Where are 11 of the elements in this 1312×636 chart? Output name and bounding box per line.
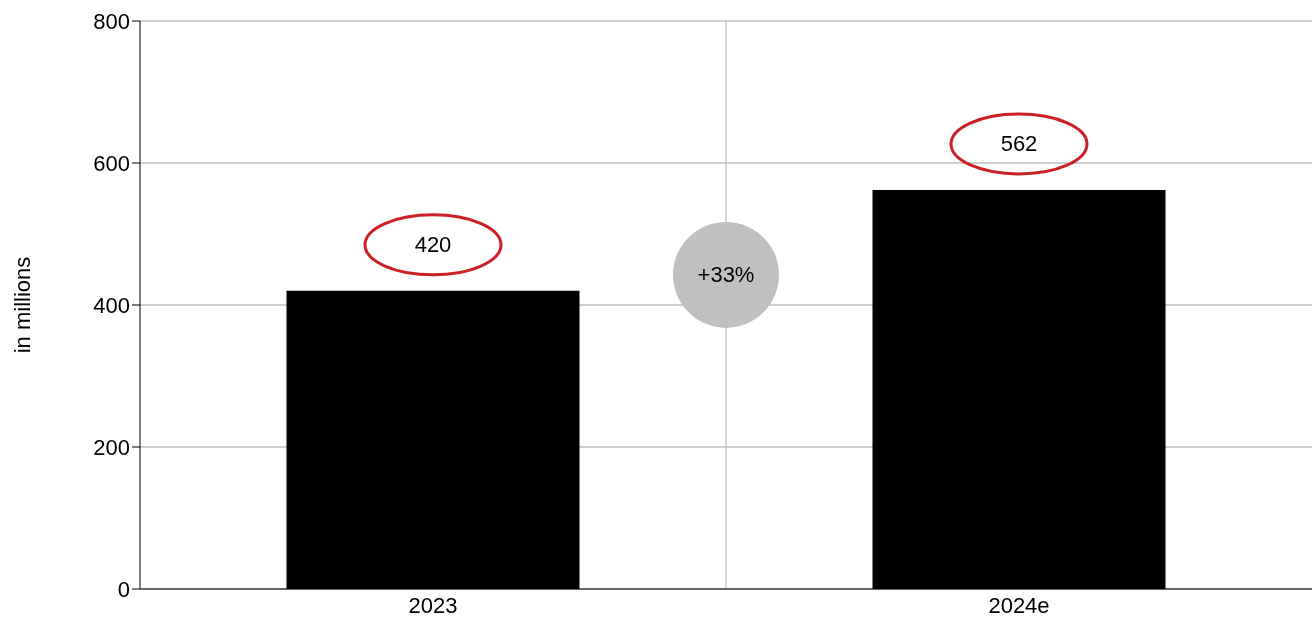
y-tick-label: 200 [93,434,130,460]
data-label: 562 [1000,131,1038,157]
annotation: +33% [697,262,755,288]
y-tick-label: 600 [93,150,130,176]
y-tick-label: 400 [93,292,130,318]
y-tick-label: 800 [93,8,130,34]
data-label: 420 [414,232,452,258]
x-tick-label: 2023 [408,592,458,618]
y-tick-label: 0 [117,576,130,602]
x-tick-label: 2024e [988,592,1050,618]
y-axis-title: in millions [9,256,35,354]
